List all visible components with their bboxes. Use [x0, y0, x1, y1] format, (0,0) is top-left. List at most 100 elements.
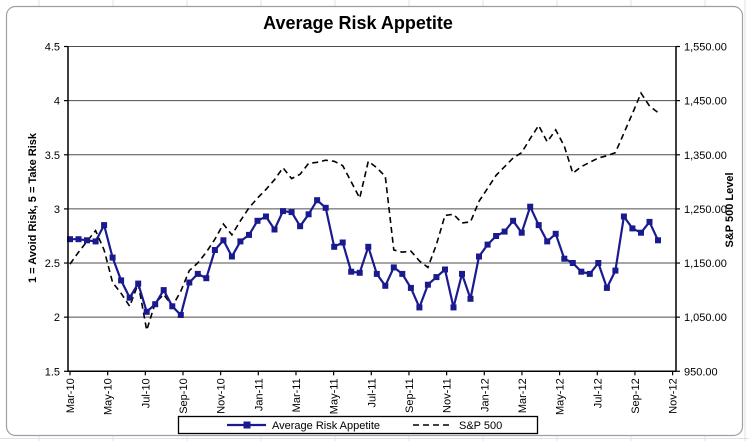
x-tick-label: Jul-12: [592, 378, 604, 408]
risk-marker: [646, 218, 653, 225]
risk-marker: [211, 247, 218, 253]
risk-marker: [152, 301, 159, 308]
risk-marker: [433, 274, 440, 281]
risk-marker: [126, 294, 133, 301]
x-tick-label: Jan-12: [479, 378, 491, 412]
risk-marker: [476, 253, 482, 260]
risk-marker: [203, 275, 210, 282]
y-right-tick-label: 1,350.00: [684, 150, 727, 162]
risk-marker: [390, 264, 397, 271]
y-left-tick-label: 3: [54, 204, 60, 216]
risk-marker: [339, 239, 346, 246]
risk-marker: [518, 229, 525, 236]
chart-title: Average Risk Appetite: [263, 13, 453, 33]
risk-line: [70, 199, 659, 317]
risk-marker: [331, 243, 338, 250]
legend-risk-marker-icon: [243, 421, 251, 429]
risk-marker: [101, 222, 108, 229]
risk-marker: [484, 241, 491, 248]
x-tick-label: Nov-12: [668, 378, 680, 413]
y-right-tick-label: 1,150.00: [684, 258, 727, 270]
risk-marker: [399, 270, 406, 277]
y-left-tick-label: 2: [54, 312, 60, 324]
risk-marker: [467, 295, 474, 302]
risk-marker: [501, 228, 508, 235]
risk-marker: [75, 236, 82, 243]
risk-marker: [348, 268, 355, 275]
risk-marker: [228, 253, 235, 260]
risk-marker: [527, 203, 534, 210]
y-left-tick-label: 4.5: [45, 42, 60, 54]
risk-marker: [118, 277, 125, 284]
legend[interactable]: Average Risk Appetite S&P 500: [177, 415, 539, 435]
x-tick-label: Jul-11: [366, 378, 378, 407]
risk-marker: [424, 281, 431, 288]
risk-marker: [254, 217, 261, 224]
y-left-tick-label: 2.5: [45, 258, 60, 270]
risk-marker: [459, 270, 465, 277]
risk-marker: [177, 312, 184, 318]
x-tick-label: Mar-10: [65, 378, 77, 413]
risk-marker: [578, 268, 585, 275]
risk-marker: [561, 255, 568, 262]
risk-marker: [288, 209, 295, 216]
risk-marker: [169, 303, 176, 310]
risk-marker: [297, 223, 304, 230]
y-left-tick-label: 3.5: [45, 150, 60, 162]
risk-marker: [143, 308, 150, 315]
risk-marker: [135, 280, 142, 287]
right-axis-title: S&P 500 Level: [724, 172, 736, 247]
risk-marker: [84, 237, 90, 244]
risk-marker: [603, 284, 610, 291]
left-axis-title: 1 = Avoid Risk, 5 = Take Risk: [27, 132, 39, 283]
x-tick-label: May-12: [555, 378, 567, 415]
legend-sp500-label: S&P 500: [459, 420, 502, 432]
risk-marker: [373, 270, 380, 277]
risk-marker: [450, 304, 457, 311]
x-tick-label: Jan-11: [253, 378, 265, 411]
x-tick-label: Sep-10: [178, 378, 190, 413]
y-right-tick-label: 1,450.00: [684, 96, 727, 108]
risk-marker: [552, 230, 559, 237]
axes: [64, 45, 680, 376]
risk-marker: [535, 222, 542, 229]
risk-marker: [655, 237, 661, 244]
y-right-tick-label: 1,050.00: [684, 312, 727, 324]
chart-frame[interactable]: [5, 5, 744, 437]
risk-marker: [365, 243, 372, 250]
risk-marker: [246, 231, 252, 238]
risk-marker: [92, 238, 99, 245]
risk-marker: [305, 211, 312, 218]
risk-appetite-series-line: [67, 197, 661, 318]
risk-marker: [612, 267, 619, 274]
risk-marker: [620, 213, 627, 220]
risk-marker: [271, 226, 278, 233]
risk-marker: [442, 266, 448, 273]
x-tick-label: Mar-12: [517, 378, 529, 413]
x-tick-label: Mar-11: [291, 378, 303, 412]
legend-risk-label: Average Risk Appetite: [272, 420, 380, 432]
risk-marker: [322, 204, 329, 211]
legend-box: [177, 415, 539, 435]
risk-marker: [510, 217, 517, 224]
risk-marker: [356, 269, 363, 276]
risk-marker: [109, 254, 116, 261]
y-right-tick-label: 1,250.00: [684, 204, 727, 216]
gridlines: [68, 46, 676, 318]
risk-marker: [638, 229, 644, 236]
risk-marker: [493, 233, 500, 239]
risk-marker: [220, 237, 227, 244]
risk-marker: [263, 213, 269, 220]
risk-marker: [67, 236, 73, 243]
y-left-tick-label: 4: [54, 96, 60, 108]
x-tick-label: Jul-10: [140, 378, 152, 408]
x-tick-label: May-10: [103, 378, 115, 415]
y-axis-right-tick-labels: 950.00 1,050.00 1,150.00 1,250.00 1,350.00 1,…: [684, 42, 727, 379]
risk-marker: [237, 238, 244, 245]
risk-marker: [544, 238, 551, 245]
risk-marker: [382, 282, 389, 289]
risk-marker: [416, 304, 423, 311]
risk-marker: [194, 270, 201, 277]
risk-marker: [569, 260, 576, 266]
